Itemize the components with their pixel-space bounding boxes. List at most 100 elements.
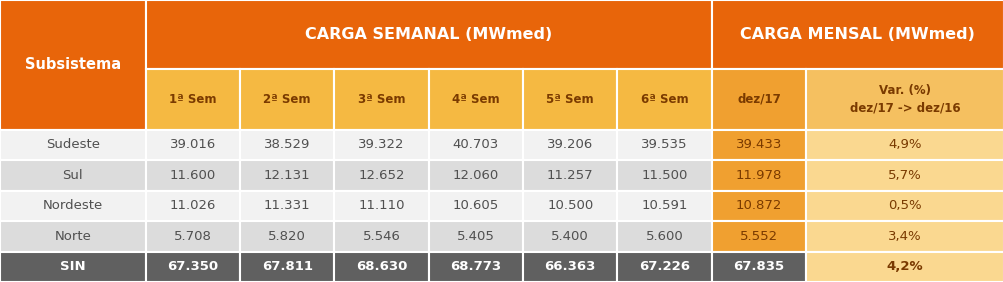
Bar bbox=[711, 69, 805, 130]
Text: 39.016: 39.016 bbox=[170, 138, 216, 151]
Text: 12.652: 12.652 bbox=[358, 169, 404, 182]
Bar bbox=[334, 252, 428, 282]
Bar bbox=[240, 160, 334, 191]
Bar bbox=[711, 252, 805, 282]
Text: dez/17: dez/17 bbox=[736, 93, 780, 106]
Text: Nordeste: Nordeste bbox=[42, 199, 103, 212]
Text: 5.708: 5.708 bbox=[174, 230, 212, 243]
Text: 67.835: 67.835 bbox=[733, 260, 783, 273]
Text: 5.405: 5.405 bbox=[456, 230, 494, 243]
Bar bbox=[617, 160, 711, 191]
Bar bbox=[428, 160, 523, 191]
Text: 39.535: 39.535 bbox=[641, 138, 687, 151]
Bar bbox=[617, 221, 711, 252]
Bar bbox=[334, 160, 428, 191]
Text: 5,7%: 5,7% bbox=[888, 169, 921, 182]
Text: 10.872: 10.872 bbox=[735, 199, 781, 212]
Text: 11.978: 11.978 bbox=[735, 169, 781, 182]
Text: SIN: SIN bbox=[60, 260, 85, 273]
Bar bbox=[0, 130, 145, 160]
Bar bbox=[334, 130, 428, 160]
Text: 11.600: 11.600 bbox=[170, 169, 216, 182]
Bar bbox=[523, 221, 617, 252]
Bar bbox=[805, 221, 1003, 252]
Bar bbox=[523, 130, 617, 160]
Bar bbox=[428, 221, 523, 252]
Text: Norte: Norte bbox=[54, 230, 91, 243]
Text: 4,2%: 4,2% bbox=[886, 260, 923, 273]
Bar bbox=[711, 221, 805, 252]
Text: 67.226: 67.226 bbox=[639, 260, 689, 273]
Bar bbox=[428, 69, 523, 130]
Text: 5.600: 5.600 bbox=[645, 230, 683, 243]
Text: 4,9%: 4,9% bbox=[888, 138, 921, 151]
Bar bbox=[240, 130, 334, 160]
Text: 12.060: 12.060 bbox=[452, 169, 498, 182]
Text: 11.026: 11.026 bbox=[170, 199, 216, 212]
Text: 68.773: 68.773 bbox=[450, 260, 500, 273]
Bar bbox=[523, 160, 617, 191]
Bar bbox=[428, 252, 523, 282]
Text: 38.529: 38.529 bbox=[264, 138, 310, 151]
Bar bbox=[145, 130, 240, 160]
Text: 5ª Sem: 5ª Sem bbox=[546, 93, 594, 106]
Text: CARGA SEMANAL (MWmed): CARGA SEMANAL (MWmed) bbox=[305, 27, 552, 42]
Text: 5.820: 5.820 bbox=[268, 230, 306, 243]
Text: 12.131: 12.131 bbox=[264, 169, 310, 182]
Bar bbox=[805, 191, 1003, 221]
Bar bbox=[240, 252, 334, 282]
Text: Sul: Sul bbox=[62, 169, 83, 182]
Bar bbox=[711, 191, 805, 221]
Bar bbox=[523, 252, 617, 282]
Bar bbox=[145, 0, 711, 69]
Text: Subsistema: Subsistema bbox=[25, 57, 120, 72]
Text: 10.500: 10.500 bbox=[547, 199, 593, 212]
Text: 39.206: 39.206 bbox=[547, 138, 593, 151]
Bar bbox=[240, 191, 334, 221]
Bar bbox=[240, 221, 334, 252]
Text: CARGA MENSAL (MWmed): CARGA MENSAL (MWmed) bbox=[740, 27, 974, 42]
Bar bbox=[0, 252, 145, 282]
Text: 11.331: 11.331 bbox=[264, 199, 310, 212]
Text: Sudeste: Sudeste bbox=[46, 138, 99, 151]
Bar bbox=[334, 69, 428, 130]
Bar bbox=[334, 191, 428, 221]
Bar bbox=[617, 191, 711, 221]
Text: 10.605: 10.605 bbox=[452, 199, 498, 212]
Text: 11.257: 11.257 bbox=[547, 169, 593, 182]
Bar bbox=[805, 252, 1003, 282]
Bar bbox=[711, 160, 805, 191]
Text: 68.630: 68.630 bbox=[355, 260, 407, 273]
Text: 5.546: 5.546 bbox=[362, 230, 400, 243]
Text: 5.400: 5.400 bbox=[551, 230, 589, 243]
Bar bbox=[0, 191, 145, 221]
Bar bbox=[0, 0, 145, 130]
Bar bbox=[0, 160, 145, 191]
Text: 3ª Sem: 3ª Sem bbox=[357, 93, 405, 106]
Bar bbox=[334, 221, 428, 252]
Bar bbox=[240, 69, 334, 130]
Text: 4ª Sem: 4ª Sem bbox=[451, 93, 499, 106]
Bar bbox=[617, 69, 711, 130]
Bar bbox=[145, 221, 240, 252]
Text: 39.322: 39.322 bbox=[358, 138, 404, 151]
Text: 1ª Sem: 1ª Sem bbox=[169, 93, 217, 106]
Text: 10.591: 10.591 bbox=[641, 199, 687, 212]
Bar bbox=[711, 130, 805, 160]
Bar bbox=[523, 69, 617, 130]
Text: 11.110: 11.110 bbox=[358, 199, 404, 212]
Bar bbox=[428, 191, 523, 221]
Text: 40.703: 40.703 bbox=[452, 138, 498, 151]
Text: 6ª Sem: 6ª Sem bbox=[640, 93, 688, 106]
Text: Var. (%)
dez/17 -> dez/16: Var. (%) dez/17 -> dez/16 bbox=[849, 84, 960, 114]
Bar bbox=[805, 69, 1003, 130]
Text: 3,4%: 3,4% bbox=[888, 230, 921, 243]
Text: 39.433: 39.433 bbox=[735, 138, 781, 151]
Bar bbox=[805, 130, 1003, 160]
Bar bbox=[523, 191, 617, 221]
Bar bbox=[0, 221, 145, 252]
Bar bbox=[428, 130, 523, 160]
Bar bbox=[805, 160, 1003, 191]
Text: 66.363: 66.363 bbox=[544, 260, 596, 273]
Bar bbox=[145, 191, 240, 221]
